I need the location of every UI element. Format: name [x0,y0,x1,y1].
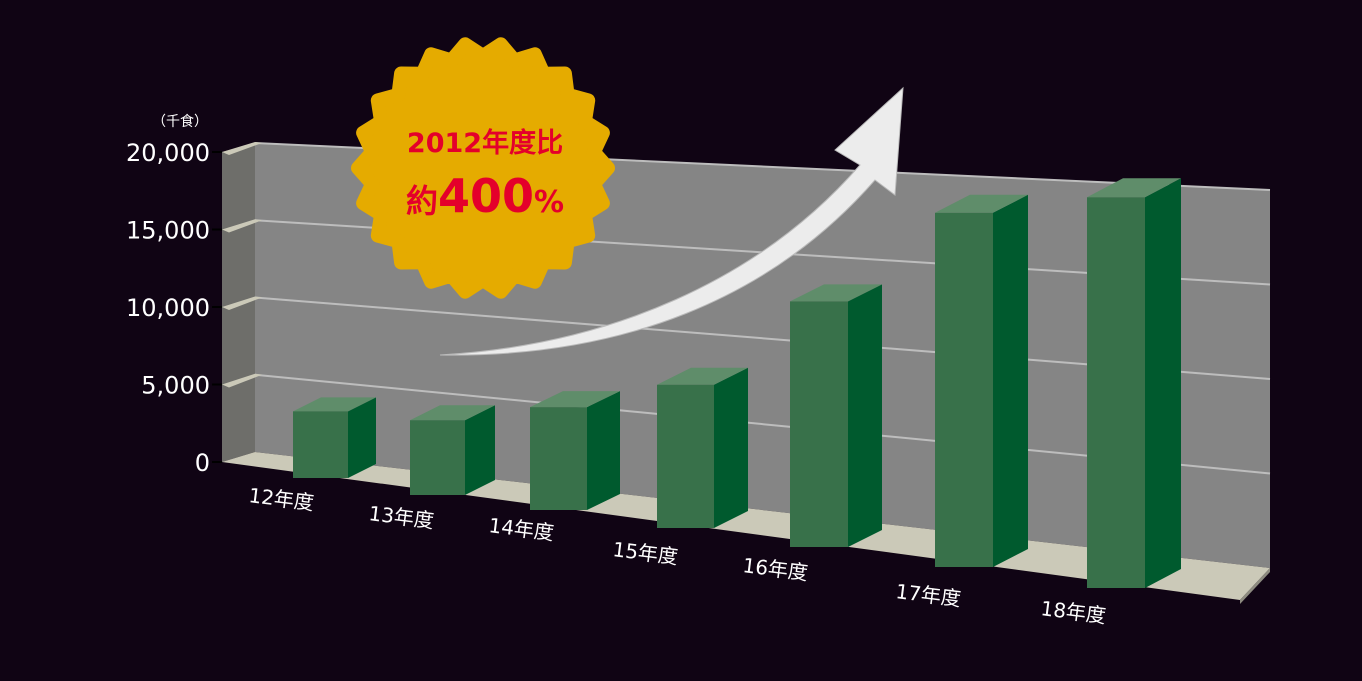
y-tick-label: 10,000 [126,294,210,322]
bars [293,178,1181,588]
badge-prefix: 約 [406,182,438,220]
gridline-ledge [222,219,262,233]
bar-1 [410,405,495,495]
bar-3 [657,367,748,528]
bar-side [714,367,748,528]
bar-4 [790,284,882,547]
bar-front [1087,197,1145,588]
y-tick-label: 15,000 [126,217,210,245]
gridline-ledge [222,373,262,388]
bar-front [657,384,714,528]
bar-side [993,194,1028,568]
x-tick-label: 18年度 [1039,596,1107,628]
bar-front [790,301,848,547]
bar-top [1087,178,1181,198]
bar-front [410,420,465,495]
bar-top [935,194,1028,213]
x-tick-label: 17年度 [894,579,962,611]
y-axis-unit: （千食） [152,113,208,130]
badge-suffix: % [534,185,564,220]
gridline-ledge [222,296,262,310]
bar-side [848,284,882,547]
arrow-shape [439,86,904,356]
bar-top [410,405,495,421]
x-tick-label: 13年度 [367,501,435,533]
badge-value: 400 [438,169,534,223]
badge-starburst [351,37,615,299]
floor [222,452,1270,600]
bar-front [935,212,993,568]
bar-top [293,397,376,412]
bar-top [790,284,882,302]
y-tick-label: 20,000 [126,139,210,167]
bar-top [530,391,620,408]
growth-arrow-icon [439,86,904,356]
x-tick-label: 16年度 [741,553,809,585]
bar-5 [935,194,1028,568]
bar-front [293,411,348,478]
bar-6 [1087,178,1181,588]
bar-2 [530,391,620,510]
bar-front [530,407,587,510]
x-tick-label: 14年度 [487,513,555,545]
floor-edge [1240,568,1270,604]
bar-top [657,367,748,385]
axis-labels: 0 5,000 10,000 15,000 20,000 （千食） 12年度 13年度 14年度… [126,113,1107,628]
bar-side [465,405,495,495]
bar-side [587,391,620,510]
bar-0 [293,397,376,478]
bar-side [1145,178,1181,588]
x-tick-label: 15年度 [611,537,679,569]
gridline-ledge [222,142,262,155]
bar-side [348,397,376,478]
badge-line1: 2012年度比 [407,127,563,159]
x-tick-label: 12年度 [247,483,315,515]
badge-line2: 約400% [406,169,564,223]
y-tick-label: 5,000 [141,372,210,400]
y-tick-label: 0 [195,449,210,477]
